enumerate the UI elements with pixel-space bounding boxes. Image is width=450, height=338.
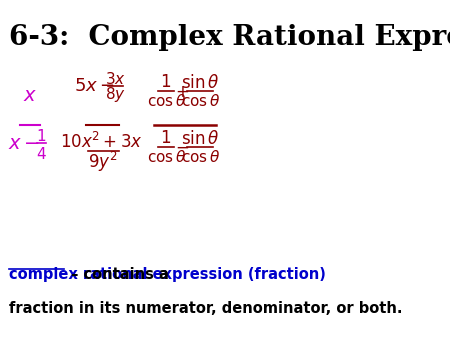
Text: 6-3:  Complex Rational Expressions: 6-3: Complex Rational Expressions (9, 24, 450, 51)
Text: – contains a: – contains a (66, 267, 168, 282)
Text: $\cos\theta$: $\cos\theta$ (180, 149, 220, 165)
Text: $x-$: $x-$ (9, 135, 40, 153)
Text: $8y$: $8y$ (105, 85, 126, 104)
Text: $9y^2$: $9y^2$ (88, 149, 117, 174)
Text: $+$: $+$ (175, 84, 189, 101)
Text: $x$: $x$ (23, 87, 37, 105)
Text: $\sin\theta$: $\sin\theta$ (181, 74, 219, 92)
Text: $\cos\theta$: $\cos\theta$ (180, 93, 220, 109)
Text: $4$: $4$ (36, 146, 47, 162)
Text: $10x^2+3x$: $10x^2+3x$ (60, 132, 143, 152)
Text: $1$: $1$ (160, 74, 171, 91)
Text: $3x$: $3x$ (105, 71, 126, 88)
Text: fraction in its numerator, denominator, or both.: fraction in its numerator, denominator, … (9, 301, 403, 316)
Text: $-$: $-$ (175, 139, 189, 155)
Text: $\sin\theta$: $\sin\theta$ (181, 129, 219, 148)
Text: $5x-$: $5x-$ (74, 77, 115, 95)
Text: $1$: $1$ (160, 130, 171, 147)
Text: $\cos\theta$: $\cos\theta$ (147, 93, 186, 109)
Text: $\cos\theta$: $\cos\theta$ (147, 149, 186, 165)
Text: complex rational expression (fraction): complex rational expression (fraction) (9, 267, 326, 282)
Text: $1$: $1$ (36, 128, 47, 144)
